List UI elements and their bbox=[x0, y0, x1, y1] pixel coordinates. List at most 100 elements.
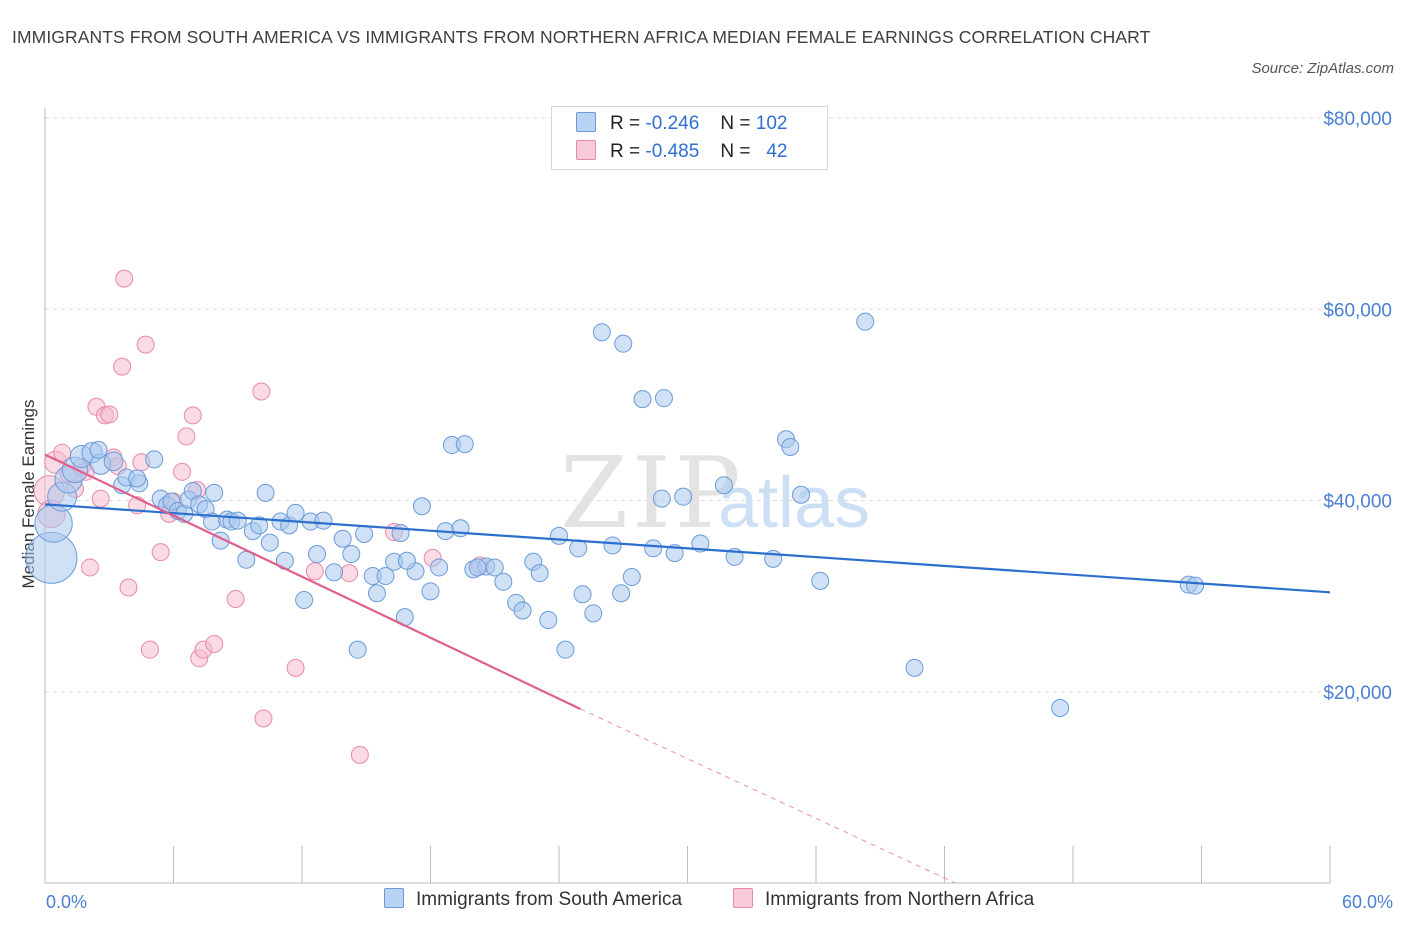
legend-row-northern-africa: R = -0.485 N = 42 bbox=[576, 140, 787, 166]
data-point bbox=[307, 545, 326, 564]
data-point bbox=[622, 568, 641, 586]
y-tick-label: $80,000 bbox=[1323, 109, 1392, 130]
data-point bbox=[530, 564, 549, 583]
data-point bbox=[205, 634, 224, 653]
data-point bbox=[614, 334, 633, 353]
data-point bbox=[91, 489, 110, 508]
data-point bbox=[603, 536, 622, 555]
data-point bbox=[455, 435, 474, 454]
data-point bbox=[226, 589, 245, 608]
legend-r-value: -0.246 bbox=[645, 113, 700, 134]
data-point bbox=[781, 437, 800, 456]
y-tick-label: $20,000 bbox=[1323, 683, 1392, 704]
watermark-zip: ZIP bbox=[560, 437, 745, 551]
data-point bbox=[89, 440, 108, 459]
data-point bbox=[654, 389, 673, 408]
data-point bbox=[513, 601, 532, 620]
data-point bbox=[421, 582, 440, 601]
data-point bbox=[128, 469, 147, 488]
data-point bbox=[250, 516, 269, 535]
data-point bbox=[325, 563, 344, 582]
data-point bbox=[177, 427, 196, 446]
legend-n-value: 42 bbox=[766, 141, 788, 162]
data-point bbox=[305, 562, 324, 581]
watermark: ZIP atlas bbox=[560, 437, 870, 551]
data-point bbox=[856, 312, 875, 331]
data-point bbox=[115, 269, 134, 288]
bottom-legend-northern-africa: Immigrants from Northern Africa bbox=[733, 888, 1034, 911]
data-point bbox=[652, 489, 671, 508]
legend-n-value: 102 bbox=[755, 113, 788, 134]
data-point bbox=[260, 533, 279, 552]
northern-africa-trend-extension bbox=[580, 708, 956, 884]
data-point bbox=[1051, 699, 1070, 718]
data-point bbox=[314, 511, 333, 530]
data-point bbox=[633, 390, 652, 409]
south-america-trend-line bbox=[44, 503, 1331, 594]
data-point bbox=[103, 451, 124, 472]
data-point bbox=[539, 611, 558, 630]
chart-title: IMMIGRANTS FROM SOUTH AMERICA VS IMMIGRA… bbox=[12, 27, 1151, 47]
data-point bbox=[674, 487, 693, 506]
data-point bbox=[136, 335, 155, 354]
bottom-legend-label: Immigrants from Northern Africa bbox=[765, 889, 1035, 910]
legend-r-value: -0.485 bbox=[645, 141, 700, 162]
data-point bbox=[691, 534, 710, 553]
data-point bbox=[412, 497, 431, 516]
x-tick-label: 0.0% bbox=[46, 892, 87, 912]
data-point bbox=[1186, 576, 1205, 595]
legend-swatch-pink bbox=[576, 140, 596, 160]
legend-n-label: N = bbox=[720, 113, 751, 134]
northern-africa-trend-line bbox=[44, 453, 581, 710]
data-point bbox=[494, 572, 513, 591]
x-tick-label: 60.0% bbox=[1342, 892, 1393, 912]
bottom-legend-south-america: Immigrants from South America bbox=[384, 888, 682, 911]
legend-r-label: R = bbox=[610, 141, 641, 162]
data-point bbox=[391, 524, 410, 543]
data-point bbox=[792, 485, 811, 504]
data-point bbox=[145, 450, 164, 469]
y-tick-label: $60,000 bbox=[1323, 300, 1392, 321]
y-tick-labels: $20,000 $40,000 $60,000 $80,000 bbox=[1323, 109, 1392, 704]
bottom-legend-swatch-pink bbox=[733, 888, 753, 908]
data-point bbox=[254, 709, 273, 728]
correlation-legend: R = -0.246 N = 102 R = -0.485 N = 42 bbox=[551, 106, 828, 170]
bottom-legend-swatch-blue bbox=[384, 888, 404, 908]
data-point bbox=[665, 544, 684, 563]
data-point bbox=[342, 545, 361, 564]
data-point bbox=[350, 745, 369, 764]
data-point bbox=[80, 558, 99, 577]
data-point bbox=[119, 578, 138, 597]
data-point bbox=[183, 406, 202, 425]
source-credit: Source: ZipAtlas.com bbox=[1251, 60, 1394, 77]
data-point bbox=[430, 558, 449, 577]
trend-lines bbox=[44, 453, 1331, 884]
data-point bbox=[376, 567, 395, 586]
legend-r-label: R = bbox=[610, 113, 641, 134]
data-point bbox=[256, 483, 275, 502]
data-point bbox=[556, 640, 575, 659]
data-point bbox=[173, 462, 192, 481]
data-point bbox=[100, 405, 119, 424]
data-point bbox=[113, 357, 132, 376]
data-point bbox=[151, 543, 170, 562]
data-point bbox=[644, 539, 663, 558]
x-tick-labels: 0.0% 60.0% bbox=[46, 892, 1393, 912]
data-point bbox=[569, 539, 588, 558]
data-point bbox=[367, 584, 386, 603]
data-point bbox=[550, 526, 568, 545]
data-point bbox=[468, 558, 487, 577]
data-point bbox=[205, 483, 224, 502]
data-point bbox=[286, 658, 305, 677]
data-point bbox=[905, 658, 924, 677]
watermark-atlas: atlas bbox=[718, 463, 870, 543]
data-point bbox=[397, 551, 416, 570]
legend-swatch-blue bbox=[576, 112, 596, 132]
data-point bbox=[592, 323, 611, 342]
y-tick-label: $40,000 bbox=[1323, 492, 1392, 513]
data-point bbox=[584, 604, 603, 623]
south-america-points bbox=[25, 312, 1205, 718]
data-point bbox=[714, 476, 733, 495]
legend-row-south-america: R = -0.246 N = 102 bbox=[576, 112, 787, 138]
